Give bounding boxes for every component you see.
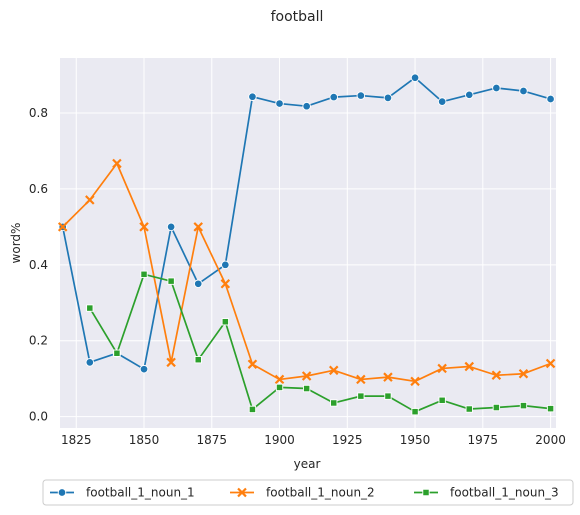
data-point	[276, 100, 284, 108]
data-point	[520, 87, 528, 95]
data-point	[439, 397, 445, 403]
data-point	[249, 93, 257, 101]
legend-label: football_1_noun_1	[86, 486, 195, 500]
y-tick-label: 0.8	[29, 106, 48, 120]
x-axis-label: year	[294, 457, 321, 471]
data-point	[493, 404, 499, 410]
data-point	[87, 305, 93, 311]
chart-title: football	[271, 9, 324, 25]
x-tick-label: 1875	[197, 433, 228, 447]
data-point	[141, 271, 147, 277]
legend-label: football_1_noun_3	[450, 486, 559, 500]
data-point	[195, 356, 201, 362]
data-point	[465, 91, 473, 99]
data-point	[114, 350, 120, 356]
data-point	[330, 93, 338, 101]
legend: football_1_noun_1 football_1_noun_2 footba…	[43, 480, 573, 505]
y-tick-label: 0.4	[29, 258, 48, 272]
data-point	[357, 92, 365, 100]
data-point	[411, 74, 419, 82]
legend-label: football_1_noun_2	[266, 486, 375, 500]
y-tick-label: 0.6	[29, 182, 48, 196]
data-point	[194, 280, 202, 288]
data-point	[466, 406, 472, 412]
x-tick-label: 1900	[264, 433, 295, 447]
legend-marker	[423, 489, 429, 495]
x-tick-label: 1850	[129, 433, 160, 447]
data-point	[547, 95, 555, 103]
data-point	[438, 98, 446, 106]
data-point	[358, 393, 364, 399]
legend-marker	[58, 489, 66, 497]
data-point	[384, 94, 392, 102]
data-point	[140, 365, 148, 373]
x-tick-label: 1975	[468, 433, 499, 447]
data-point	[222, 261, 230, 269]
data-point	[331, 400, 337, 406]
x-tick-label: 2000	[535, 433, 566, 447]
y-tick-label: 0.0	[29, 410, 48, 424]
y-tick-label: 0.2	[29, 334, 48, 348]
data-point	[303, 102, 311, 110]
x-tick-label: 1950	[400, 433, 431, 447]
data-point	[520, 402, 526, 408]
data-point	[412, 408, 418, 414]
data-point	[547, 405, 553, 411]
data-point	[493, 84, 501, 92]
data-point	[222, 319, 228, 325]
data-point	[168, 278, 174, 284]
data-point	[276, 384, 282, 390]
data-point	[167, 223, 175, 231]
data-point	[86, 359, 94, 367]
y-axis-label: word%	[9, 223, 23, 264]
x-tick-label: 1825	[61, 433, 92, 447]
data-point	[303, 385, 309, 391]
data-point	[249, 406, 255, 412]
data-point	[385, 393, 391, 399]
x-tick-label: 1925	[332, 433, 363, 447]
